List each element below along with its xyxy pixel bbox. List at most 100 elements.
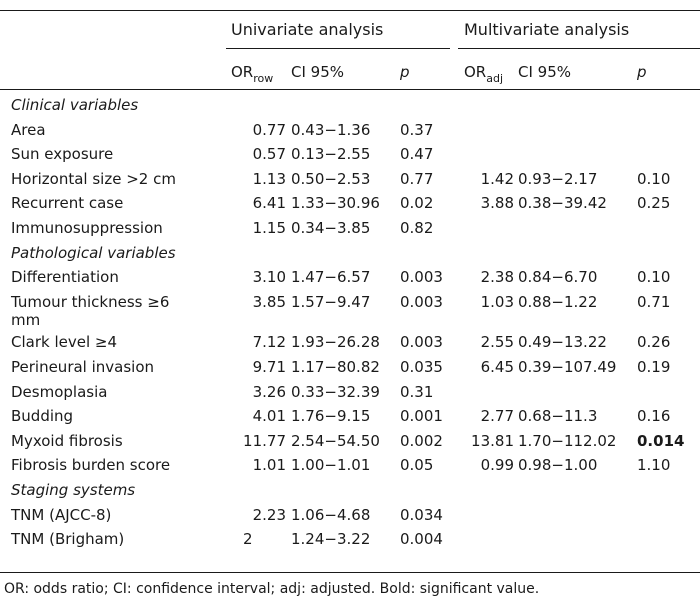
- or-row-value: 3.10: [252, 268, 286, 286]
- ci-multivariate-value: 0.39−107.49: [518, 358, 617, 376]
- ci-univariate-value: 0.34−3.85: [291, 219, 371, 237]
- footnote: OR: odds ratio; CI: confidence interval;…: [4, 581, 540, 597]
- p-header-multivariate: p: [637, 63, 647, 81]
- ci-multivariate-value: 1.70−112.02: [518, 432, 617, 450]
- p-header-univariate: p: [400, 63, 410, 81]
- p-univariate-value: 0.003: [400, 268, 443, 286]
- p-univariate-value: 0.003: [400, 333, 443, 351]
- univariate-header: Univariate analysis: [231, 20, 384, 39]
- p-multivariate-value: 0.10: [637, 268, 671, 286]
- or-adj-header: ORadj: [464, 63, 504, 85]
- row-label: Differentiation: [11, 268, 119, 286]
- ci-univariate-value: 1.47−6.57: [291, 268, 371, 286]
- or-adj-main: OR: [464, 63, 487, 81]
- or-row-value: 2.23: [252, 506, 286, 524]
- row-label: Desmoplasia: [11, 383, 108, 401]
- ci-multivariate-value: 0.38−39.42: [518, 194, 607, 212]
- ci-univariate-value: 1.76−9.15: [291, 407, 371, 425]
- or-row-main: OR: [231, 63, 254, 81]
- p-univariate-value: 0.003: [400, 293, 443, 311]
- p-univariate-value: 0.47: [400, 145, 434, 163]
- or-row-header: ORrow: [231, 63, 274, 85]
- group-rule-multivariate: [458, 48, 700, 49]
- ci-multivariate-value: 0.49−13.22: [518, 333, 607, 351]
- ci-univariate-value: 0.43−1.36: [291, 121, 371, 139]
- p-univariate-value: 0.05: [400, 456, 434, 474]
- or-adj-value: 2.55: [480, 333, 514, 351]
- or-adj-value: 3.88: [480, 194, 514, 212]
- or-row-value: 6.41: [252, 194, 286, 212]
- p-multivariate-value: 0.19: [637, 358, 671, 376]
- ci-multivariate-value: 0.88−1.22: [518, 293, 598, 311]
- group-rule-univariate: [226, 48, 450, 49]
- p-multivariate-value: 0.25: [637, 194, 671, 212]
- row-label: Recurrent case: [11, 194, 124, 212]
- multivariate-header: Multivariate analysis: [464, 20, 630, 39]
- p-univariate-value: 0.004: [400, 530, 443, 548]
- ci-univariate-value: 1.33−30.96: [291, 194, 380, 212]
- or-adj-sub: adj: [486, 72, 504, 85]
- or-row-value: 0.77: [252, 121, 286, 139]
- ci-univariate-value: 1.57−9.47: [291, 293, 371, 311]
- ci-univariate-value: 1.93−26.28: [291, 333, 380, 351]
- p-univariate-value: 0.035: [400, 358, 443, 376]
- ci-univariate-value: 2.54−54.50: [291, 432, 380, 450]
- section-title: Staging systems: [11, 481, 136, 499]
- ci-header-univariate: CI 95%: [291, 63, 345, 81]
- row-label: Myxoid fibrosis: [11, 432, 123, 450]
- or-adj-value: 2.38: [480, 268, 514, 286]
- row-label: Budding: [11, 407, 74, 425]
- ci-multivariate-value: 0.84−6.70: [518, 268, 598, 286]
- p-univariate-value: 0.02: [400, 194, 434, 212]
- p-univariate-value: 0.31: [400, 383, 434, 401]
- or-row-value: 4.01: [252, 407, 286, 425]
- or-row-value: 1.13: [252, 170, 286, 188]
- ci-univariate-value: 1.17−80.82: [291, 358, 380, 376]
- p-univariate-value: 0.77: [400, 170, 434, 188]
- or-adj-value: 1.03: [480, 293, 514, 311]
- p-multivariate-value: 0.10: [637, 170, 671, 188]
- p-univariate-value: 0.001: [400, 407, 443, 425]
- ci-multivariate-value: 0.68−11.3: [518, 407, 598, 425]
- or-row-value: 0.57: [252, 145, 286, 163]
- ci-multivariate-value: 0.93−2.17: [518, 170, 598, 188]
- p-univariate-value: 0.002: [400, 432, 443, 450]
- p-multivariate-value: 0.71: [637, 293, 671, 311]
- row-label: TNM (AJCC-8): [11, 506, 112, 524]
- p-multivariate-value: 0.16: [637, 407, 671, 425]
- or-row-value: 3.85: [252, 293, 286, 311]
- or-adj-value: 6.45: [480, 358, 514, 376]
- row-label: Tumour thickness ≥6: [11, 293, 170, 311]
- ci-univariate-value: 0.50−2.53: [291, 170, 371, 188]
- row-label: Immunosuppression: [11, 219, 163, 237]
- ci-univariate-value: 1.24−3.22: [291, 530, 371, 548]
- row-label: Sun exposure: [11, 145, 114, 163]
- ci-univariate-value: 0.33−32.39: [291, 383, 380, 401]
- p-univariate-value: 0.37: [400, 121, 434, 139]
- or-adj-value: 0.99: [480, 456, 514, 474]
- ci-univariate-value: 1.00−1.01: [291, 456, 371, 474]
- section-title: Pathological variables: [11, 244, 176, 262]
- or-row-value: 1.01: [252, 456, 286, 474]
- ci-univariate-value: 0.13−2.55: [291, 145, 371, 163]
- or-row-sub: row: [253, 72, 274, 85]
- p-univariate-value: 0.82: [400, 219, 434, 237]
- row-label: Horizontal size >2 cm: [11, 170, 176, 188]
- section-title: Clinical variables: [11, 96, 139, 114]
- row-label-continued: mm: [11, 311, 41, 329]
- or-row-value: 11.77: [243, 432, 286, 450]
- or-adj-value: 13.81: [471, 432, 514, 450]
- or-row-value: 1.15: [252, 219, 286, 237]
- or-row-value: 2: [243, 530, 253, 548]
- row-label: Perineural invasion: [11, 358, 155, 376]
- ci-univariate-value: 1.06−4.68: [291, 506, 371, 524]
- p-multivariate-value: 0.014: [637, 432, 685, 450]
- or-row-value: 7.12: [252, 333, 286, 351]
- row-label: Fibrosis burden score: [11, 456, 171, 474]
- row-label: Clark level ≥4: [11, 333, 118, 351]
- p-multivariate-value: 0.26: [637, 333, 671, 351]
- top-rule: [0, 10, 700, 11]
- ci-multivariate-value: 0.98−1.00: [518, 456, 598, 474]
- bottom-rule: [0, 572, 700, 573]
- p-multivariate-value: 1.10: [637, 456, 671, 474]
